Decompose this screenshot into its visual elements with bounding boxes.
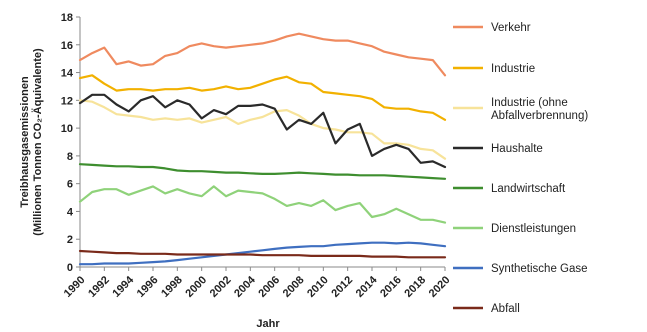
x-tick-label: 1990 [62, 274, 88, 300]
legend-label-4: Haushalte [491, 143, 543, 155]
x-tick-labels: 1990199219941996199820002002200420062008… [62, 267, 453, 300]
legend-label-3: Abfallverbrennung) [491, 110, 588, 122]
x-tick-label: 2006 [256, 274, 282, 300]
y-tick-label: 14 [61, 68, 74, 80]
series-line-5 [78, 163, 447, 180]
y-tick-label: 8 [67, 151, 73, 163]
series-lines [78, 32, 447, 266]
x-tick-label: 2010 [305, 274, 331, 300]
y-axis-title-line-1: Treibhausgasemissionen [19, 76, 31, 208]
series-line-6 [78, 185, 447, 224]
x-tick-label: 1994 [110, 273, 136, 299]
x-tick-label: 2008 [281, 274, 307, 300]
legend: Verkehr Industrie Industrie (ohneAbfallver… [453, 22, 588, 315]
x-tick-label: 2016 [378, 274, 404, 300]
x-tick-label: 2000 [183, 274, 209, 300]
y-tick-label: 2 [67, 234, 73, 246]
x-tick-label: 1998 [159, 274, 185, 300]
x-tick-label: 2018 [402, 274, 428, 300]
x-axis-title: Jahr [256, 318, 280, 330]
y-tick-label: 0 [67, 262, 73, 274]
y-tick-label: 16 [61, 40, 73, 52]
x-tick-label: 2014 [354, 273, 380, 299]
legend-label-7: Synthetische Gase [491, 263, 588, 275]
x-tick-label: 2002 [208, 274, 234, 300]
series-line-1 [78, 32, 447, 77]
y-axis-title: Treibhausgasemissionen (Millionen Tonnen… [19, 48, 44, 236]
x-tick-label: 2020 [427, 274, 453, 300]
legend-label-2: Industrie [491, 63, 535, 75]
series-line-2 [78, 74, 447, 121]
legend-label-6: Dienstleistungen [491, 223, 576, 235]
y-tick-label: 12 [61, 95, 73, 107]
series-line-8 [78, 249, 447, 259]
legend-label-3: Industrie (ohne [491, 97, 568, 109]
x-tick-label: 2004 [232, 273, 258, 299]
y-tick-label: 18 [61, 12, 73, 24]
y-axis-title-line-2: (Millionen Tonnen CO₂-Äquivalente) [31, 48, 44, 236]
x-tick-label: 2012 [329, 274, 355, 300]
series-line-4 [78, 93, 447, 169]
legend-label-5: Landwirtschaft [491, 183, 566, 195]
chart-axes [79, 17, 445, 268]
y-tick-label: 6 [67, 179, 73, 191]
x-tick-label: 1996 [135, 274, 161, 300]
series-line-7 [78, 241, 447, 266]
legend-label-1: Verkehr [491, 22, 531, 34]
x-tick-label: 1992 [86, 274, 112, 300]
legend-label-8: Abfall [491, 303, 520, 315]
y-tick-label: 4 [67, 206, 74, 218]
y-tick-label: 10 [61, 123, 73, 135]
y-tick-labels: 0 2 4 6 8 10 12 14 16 18 [61, 12, 80, 274]
series-line-3 [78, 99, 447, 160]
